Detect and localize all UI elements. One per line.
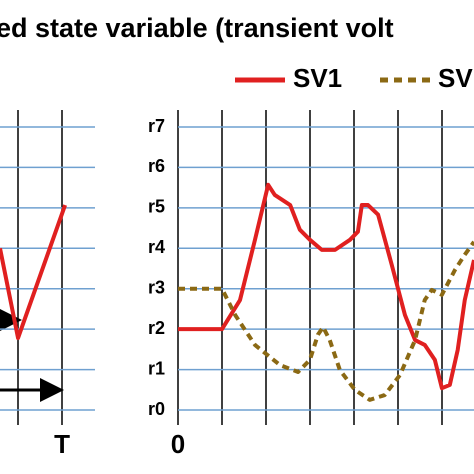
- y-tick-label: r3: [148, 277, 165, 297]
- legend-label: SV: [438, 63, 473, 93]
- legend-label: SV1: [293, 63, 342, 93]
- y-tick-label: r7: [148, 116, 165, 136]
- x-tick-label: 0: [171, 429, 185, 459]
- y-tick-label: r4: [148, 237, 165, 257]
- series-line: [178, 240, 474, 402]
- y-tick-label: r5: [148, 197, 165, 217]
- y-tick-label: r2: [148, 318, 165, 338]
- series-line: [178, 182, 474, 391]
- x-tick-label: T: [54, 429, 70, 459]
- chart-title: ed state variable (transient volt: [0, 13, 394, 43]
- x-grid: [17, 110, 443, 425]
- y-tick-label: r6: [148, 156, 165, 176]
- y-tick-label: r0: [148, 399, 165, 419]
- y-tick-label: r1: [148, 358, 165, 378]
- series-line: [0, 204, 67, 341]
